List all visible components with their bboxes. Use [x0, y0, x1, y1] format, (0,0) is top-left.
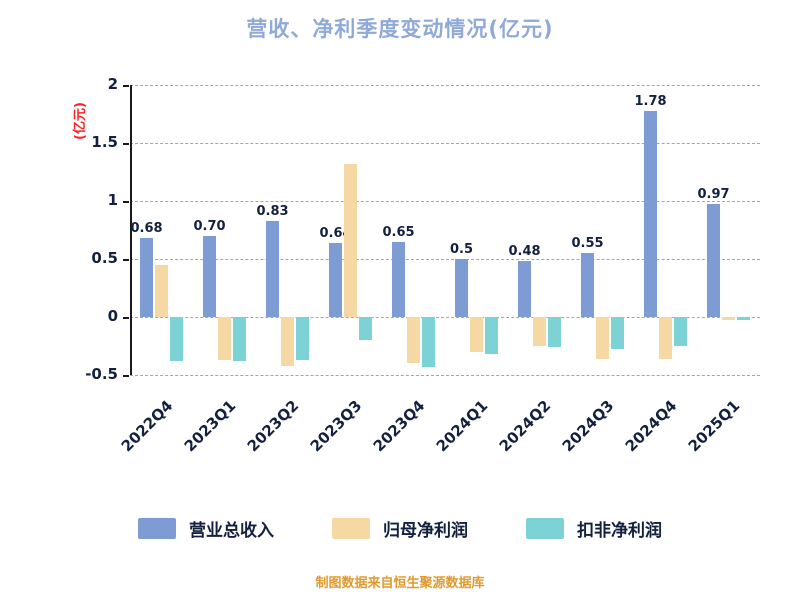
bar-deducted-profit	[170, 317, 183, 362]
bar-deducted-profit	[674, 317, 687, 346]
x-tick-label: 2023Q1	[180, 396, 239, 456]
gridline	[130, 143, 760, 144]
legend-swatch-deducted-profit	[526, 518, 564, 539]
bar-deducted-profit	[485, 317, 498, 355]
bar-value-label: 0.5	[449, 242, 474, 257]
x-tick-label: 2024Q1	[432, 396, 491, 456]
bar-net-profit	[722, 317, 735, 321]
x-tick-label: 2025Q1	[684, 396, 743, 456]
bar-net-profit	[407, 317, 420, 364]
bar-revenue	[707, 204, 720, 317]
legend-swatch-net-profit	[332, 518, 370, 539]
bar-net-profit	[155, 264, 168, 317]
y-tick-label: 2	[107, 75, 118, 93]
bar-net-profit	[533, 317, 546, 346]
y-tick-label: 1.5	[91, 133, 118, 151]
chart-title: 营收、净利季度变动情况(亿元)	[246, 17, 554, 41]
bar-deducted-profit	[611, 317, 624, 350]
bar-deducted-profit	[233, 317, 246, 362]
bar-revenue	[518, 261, 531, 317]
y-axis-tick	[123, 375, 129, 377]
x-tick-label: 2024Q4	[621, 396, 680, 456]
legend-swatch-revenue	[138, 518, 176, 539]
x-tick-label: 2024Q3	[558, 396, 617, 456]
bar-value-label: 0.83	[256, 203, 289, 219]
x-tick-label: 2023Q2	[243, 396, 302, 456]
y-tick-label: -0.5	[85, 365, 118, 383]
bar-value-label: 0.68	[130, 221, 163, 237]
legend-label-net-profit: 归母净利润	[383, 521, 468, 541]
bar-revenue	[329, 242, 342, 317]
bar-deducted-profit	[737, 317, 750, 321]
y-axis-tick	[123, 259, 129, 261]
bar-net-profit	[218, 317, 231, 360]
bar-net-profit	[659, 317, 672, 359]
y-axis-tick	[123, 143, 129, 145]
y-axis-line	[130, 85, 132, 375]
legend-item-deducted-profit: 扣非净利润	[526, 516, 662, 541]
y-tick-label: 1	[107, 191, 118, 209]
bar-revenue	[644, 110, 657, 317]
bar-deducted-profit	[422, 317, 435, 367]
bar-revenue	[140, 238, 153, 317]
gridline	[130, 375, 760, 376]
bar-deducted-profit	[359, 317, 372, 341]
gridline	[130, 85, 760, 86]
bar-revenue	[203, 235, 216, 317]
bar-revenue	[455, 259, 468, 317]
bar-value-label: 0.64	[319, 225, 352, 241]
x-tick-label: 2024Q2	[495, 396, 554, 456]
gridline	[130, 201, 760, 202]
bar-revenue	[266, 220, 279, 317]
bar-value-label: 0.55	[571, 236, 604, 252]
bar-deducted-profit	[296, 317, 309, 360]
legend-label-revenue: 营业总收入	[189, 521, 274, 541]
x-tick-label: 2023Q4	[369, 396, 428, 456]
bar-value-label: 0.65	[382, 224, 415, 240]
y-axis-tick	[123, 317, 129, 319]
gridline	[130, 259, 760, 260]
x-tick-label: 2022Q4	[117, 396, 176, 456]
legend-item-revenue: 营业总收入	[138, 516, 274, 541]
bar-net-profit	[344, 163, 357, 317]
y-tick-label: 0.5	[91, 249, 118, 267]
data-source-note: 制图数据来自恒生聚源数据库	[315, 576, 485, 591]
legend: 营业总收入 归母净利润 扣非净利润	[0, 516, 800, 541]
bar-revenue	[581, 253, 594, 317]
legend-item-net-profit: 归母净利润	[332, 516, 468, 541]
y-tick-label: 0	[107, 307, 118, 325]
gridline	[130, 317, 760, 318]
y-axis-tick	[123, 201, 129, 203]
bar-value-label: 0.48	[508, 244, 541, 260]
bar-revenue	[392, 241, 405, 317]
y-axis-tick	[123, 85, 129, 87]
legend-label-deducted-profit: 扣非净利润	[577, 521, 662, 541]
bar-value-label: 1.78	[634, 93, 667, 109]
bar-net-profit	[596, 317, 609, 359]
bar-net-profit	[281, 317, 294, 366]
bar-value-label: 0.70	[193, 218, 226, 234]
x-tick-label: 2023Q3	[306, 396, 365, 456]
bar-value-label: 0.97	[697, 187, 730, 203]
bar-deducted-profit	[548, 317, 561, 348]
bar-net-profit	[470, 317, 483, 352]
